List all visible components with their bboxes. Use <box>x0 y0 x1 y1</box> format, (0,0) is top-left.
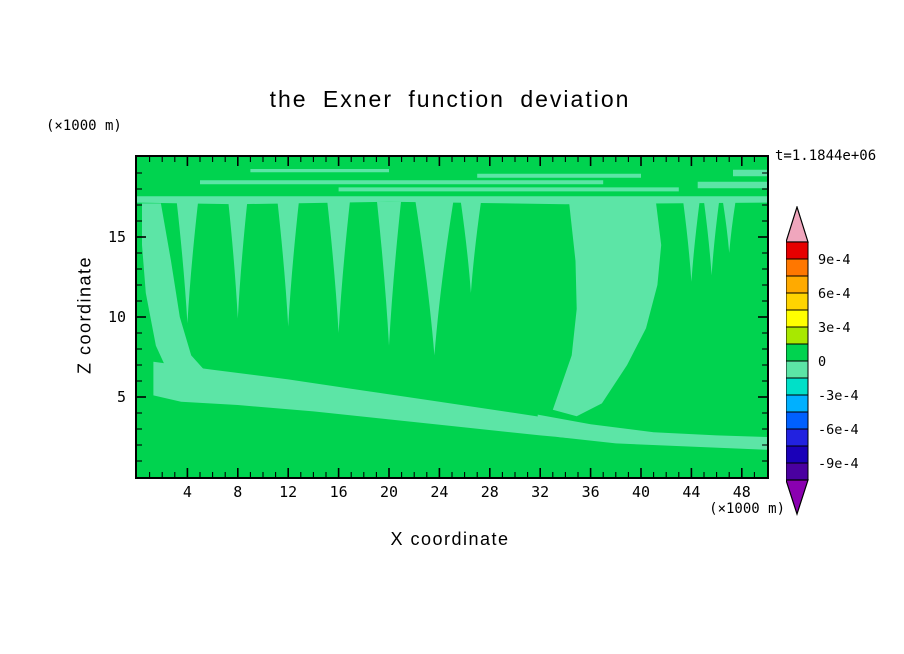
colorbar-scale: 9e-4 6e-4 3e-4 0 -3e-4 -6e-4 -9e-4 <box>785 204 859 516</box>
x-tick-label: 28 <box>480 483 499 501</box>
y-tick-label: 15 <box>107 228 126 246</box>
colorbar-segment-5 <box>785 326 809 345</box>
colorbar-tick-label: 6e-4 <box>818 286 851 302</box>
anomaly-region-top-right-patch <box>733 169 767 177</box>
x-tick-label: 4 <box>182 483 192 501</box>
colorbar-segment-13 <box>785 462 809 481</box>
colorbar-segment-8 <box>785 377 809 396</box>
y-axis-unit-label: (×1000 m) <box>46 118 122 134</box>
plot-frame <box>135 155 769 479</box>
plume-7 <box>683 201 700 282</box>
contour-field <box>137 157 767 477</box>
x-axis-title: X coordinate <box>390 529 510 549</box>
colorbar: 9e-4 6e-4 3e-4 0 -3e-4 -6e-4 -9e-4 <box>785 204 898 518</box>
colorbar-segment-3 <box>785 292 809 311</box>
plume-2 <box>277 201 299 327</box>
x-tick-label: 48 <box>732 483 751 501</box>
x-tick-label: 24 <box>430 483 449 501</box>
plume-9 <box>722 201 736 253</box>
colorbar-under-arrow <box>785 479 809 516</box>
anomaly-region-streak-b <box>338 187 679 192</box>
plume-0 <box>176 201 199 324</box>
plume-3 <box>327 201 350 333</box>
colorbar-segment-6 <box>785 343 809 362</box>
plume-5 <box>415 201 454 356</box>
colorbar-segment-10 <box>785 411 809 430</box>
colorbar-segment-11 <box>785 428 809 447</box>
colorbar-segment-1 <box>785 258 809 277</box>
time-annotation: t=1.1844e+06 <box>775 148 877 164</box>
x-tick-label: 20 <box>379 483 399 501</box>
anomaly-region-streak-d <box>697 181 767 189</box>
anomaly-region-streak-a <box>200 180 604 185</box>
anomaly-region-left-column <box>142 203 245 404</box>
x-tick-label: 8 <box>233 483 243 501</box>
anomaly-region-bottom-right-band <box>537 414 767 450</box>
colorbar-segment-4 <box>785 309 809 328</box>
chart-title: the Exner function deviation <box>269 86 631 112</box>
colorbar-segment-9 <box>785 394 809 413</box>
x-axis-unit-label: (×1000 m) <box>709 501 785 517</box>
plume-4 <box>377 201 401 346</box>
colorbar-tick-label: 3e-4 <box>818 320 851 336</box>
colorbar-over-arrow <box>785 204 809 243</box>
colorbar-tick-label: 0 <box>818 354 826 370</box>
colorbar-segment-2 <box>785 275 809 294</box>
anomaly-region-streak-e <box>250 169 389 173</box>
colorbar-segment-0 <box>785 241 809 260</box>
colorbar-tick-label: 9e-4 <box>818 252 851 268</box>
x-tick-label: 32 <box>531 483 550 501</box>
x-tick-label: 40 <box>631 483 651 501</box>
plume-8 <box>704 201 720 276</box>
anomaly-region-streak-c <box>477 173 641 178</box>
x-tick-label: 36 <box>581 483 600 501</box>
y-tick-label: 5 <box>116 388 126 406</box>
x-tick-label: 44 <box>682 483 701 501</box>
colorbar-tick-label: -3e-4 <box>818 388 859 404</box>
anomaly-region-bottom-band <box>153 361 611 442</box>
anomaly-region-right-column <box>552 203 662 417</box>
colorbar-segment-7 <box>785 360 809 379</box>
plume-1 <box>228 201 248 319</box>
x-tick-label: 12 <box>279 483 298 501</box>
colorbar-tick-label: -6e-4 <box>818 422 859 438</box>
colorbar-tick-label: -9e-4 <box>818 456 859 472</box>
colorbar-segment-12 <box>785 445 809 464</box>
y-tick-label: 10 <box>107 308 126 326</box>
x-tick-label: 16 <box>329 483 348 501</box>
plume-6 <box>460 201 481 293</box>
